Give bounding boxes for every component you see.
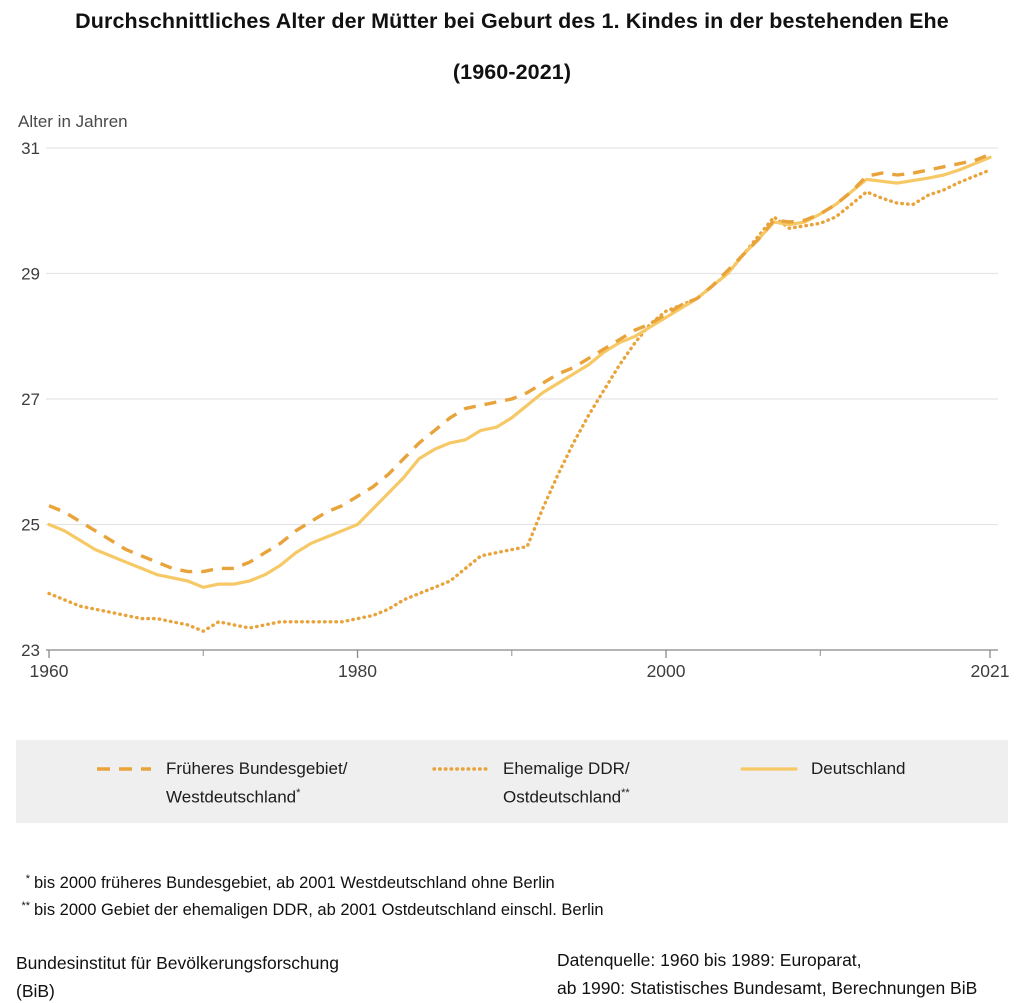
chart-canvas: 23 25 27 29 31 1960 1980 2000 2021 [21, 139, 1010, 681]
legend-swatch-solid-line [740, 767, 798, 771]
source-institute: Bundesinstitut für Bevölkerungsforschung… [16, 950, 339, 1003]
y-tick-label: 31 [21, 139, 40, 158]
legend-item-west: Früheres Bundesgebiet/ Westdeutschland* [95, 757, 347, 810]
legend-label-west: Früheres Bundesgebiet/ Westdeutschland* [166, 757, 347, 810]
legend-swatch-dotted-line [432, 767, 490, 771]
legend-label-ost-line1: Ehemalige DDR/ [503, 759, 630, 778]
footnote-marker: ** [21, 900, 30, 912]
series-line-solid [47, 155, 992, 589]
source-institute-line2: (BiB) [16, 980, 55, 1001]
x-tick-label: 1980 [338, 661, 377, 681]
legend-label-de: Deutschland [811, 757, 906, 781]
x-tick-label: 2021 [971, 661, 1010, 681]
legend-swatch-dashed-line [97, 767, 151, 771]
series-line-dotted [47, 168, 992, 633]
legend: Früheres Bundesgebiet/ Westdeutschland* … [16, 740, 1008, 823]
chart-title-line1: Durchschnittliches Alter der Mütter bei … [75, 9, 949, 33]
data-source-line1: Datenquelle: 1960 bis 1989: Europarat, [557, 950, 862, 970]
chart-title-line2: (1960-2021) [452, 60, 572, 84]
legend-footnote-marker: * [296, 787, 301, 799]
footnote-marker: * [25, 873, 30, 885]
footnote-west-text: bis 2000 früheres Bundesgebiet, ab 2001 … [34, 874, 555, 892]
legend-label-west-line2: Westdeutschland [166, 787, 297, 807]
footnote-ost-text: bis 2000 Gebiet der ehemaligen DDR, ab 2… [34, 901, 604, 919]
footnote-west: * bis 2000 früheres Bundesgebiet, ab 2001… [0, 873, 555, 893]
x-tick-label: 2000 [647, 661, 686, 681]
series-line-dashed [48, 152, 991, 574]
y-tick-label: 23 [21, 641, 40, 660]
source-institute-line1: Bundesinstitut für Bevölkerungsforschung [16, 953, 339, 973]
y-tick-label: 25 [21, 516, 40, 535]
legend-label-ost-line2: Ostdeutschland [503, 787, 622, 807]
data-source: Datenquelle: 1960 bis 1989: Europarat, a… [557, 947, 977, 1002]
x-tick-label: 1960 [30, 661, 69, 681]
footnote-ost: ** bis 2000 Gebiet der ehemaligen DDR, ab… [0, 900, 604, 920]
legend-label-west-line1: Früheres Bundesgebiet/ [166, 759, 348, 778]
y-tick-label: 27 [21, 390, 40, 409]
legend-item-ost: Ehemalige DDR/ Ostdeutschland** [432, 757, 630, 810]
legend-footnote-marker: ** [621, 787, 630, 799]
legend-label-ost: Ehemalige DDR/ Ostdeutschland** [503, 757, 630, 810]
legend-item-de: Deutschland [740, 757, 906, 781]
data-source-line2: ab 1990: Statistisches Bundesamt, Berech… [557, 977, 978, 998]
legend-label-de-line1: Deutschland [811, 759, 906, 778]
y-axis-label: Alter in Jahren [18, 112, 128, 131]
y-tick-label: 29 [21, 265, 40, 284]
